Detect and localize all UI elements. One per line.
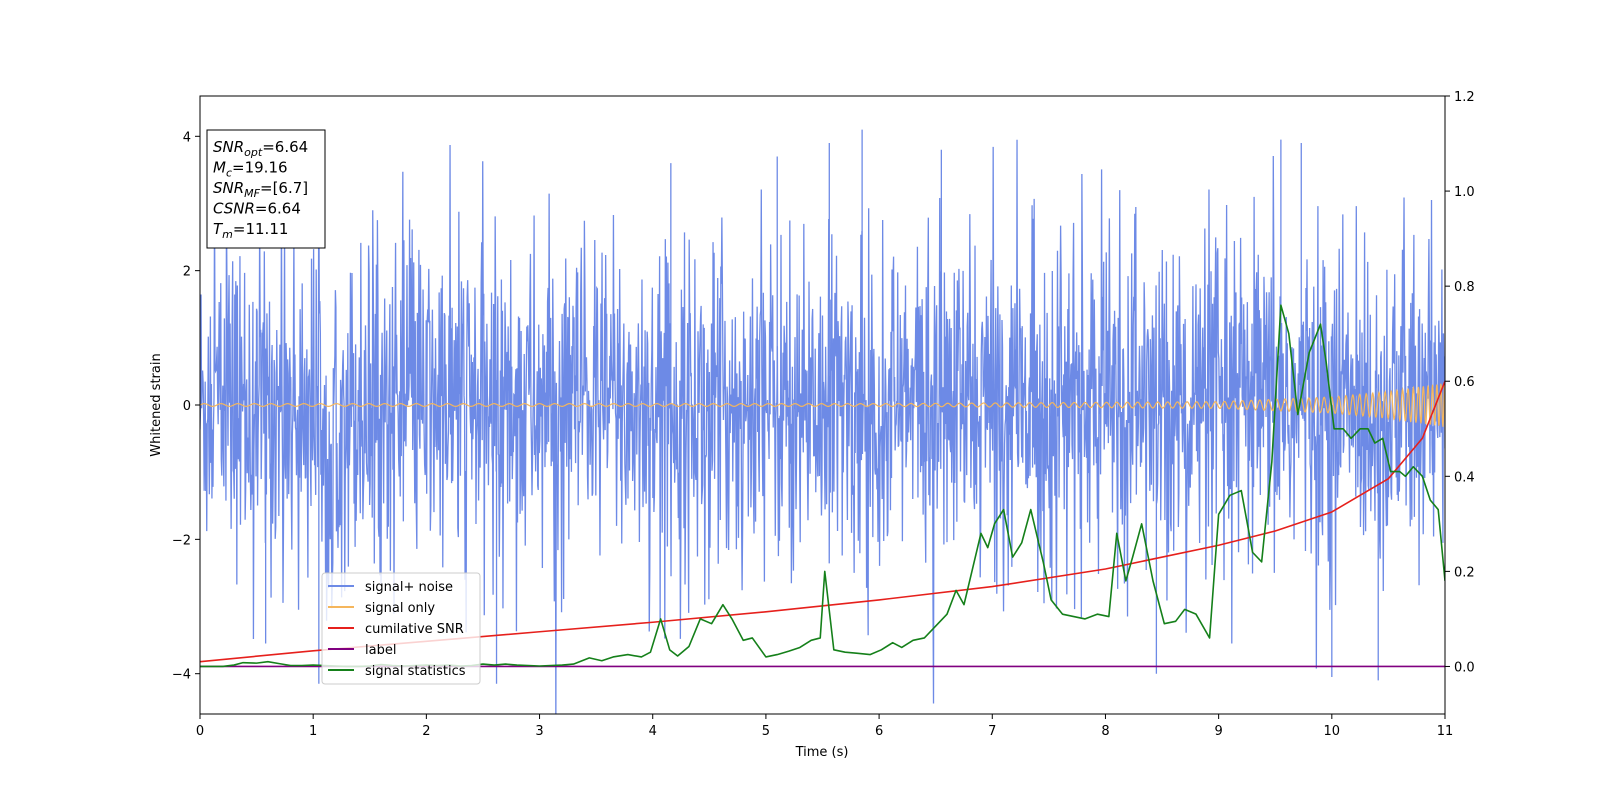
y-tick-label: 4 xyxy=(183,130,191,145)
legend-frame xyxy=(321,572,481,685)
x-tick-label: 4 xyxy=(649,724,657,739)
legend-label: signal statistics xyxy=(365,664,466,679)
ticks-layer: 0 1 2 3 4 5 6 7 8 9 10 11 4 2 0 −2 −4 1.2 1.0 0.8 0.6 0.4 0.2 0… xyxy=(172,90,1475,739)
x-tick-label: 9 xyxy=(1214,724,1222,739)
legend-label: signal only xyxy=(365,601,435,616)
y2-tick-label: 0.2 xyxy=(1454,565,1475,580)
legend-label: signal+ noise xyxy=(365,580,453,595)
info-line: Mc=19.16 xyxy=(213,159,288,180)
info-line: Tm=11.11 xyxy=(213,220,288,241)
x-tick-label: 0 xyxy=(196,724,204,739)
series-signal-noise xyxy=(200,139,1445,714)
y2-tick-label: 0.4 xyxy=(1454,470,1475,485)
series-signal-only xyxy=(200,383,1445,427)
legend-label: label xyxy=(365,643,396,658)
y2-tick-label: 0.0 xyxy=(1454,660,1475,675)
x-tick-label: 5 xyxy=(762,724,770,739)
legend-label: cumilative SNR xyxy=(365,622,464,637)
x-tick-label: 1 xyxy=(309,724,317,739)
y2-tick-label: 1.2 xyxy=(1454,90,1475,105)
y-tick-label: −2 xyxy=(172,533,191,548)
y2-tick-label: 0.8 xyxy=(1454,280,1475,295)
x-tick-label: 10 xyxy=(1324,724,1341,739)
y-tick-label: 2 xyxy=(183,265,191,280)
y-axis-label: Whitened strain xyxy=(149,353,164,456)
x-tick-label: 11 xyxy=(1437,724,1454,739)
info-box-frame xyxy=(206,129,326,249)
legend: signal+ noise signal only cumilative SNR la… xyxy=(321,572,481,685)
info-line: SNRopt=6.64 xyxy=(213,138,308,159)
y-tick-label: −4 xyxy=(172,668,191,683)
y-tick-label: 0 xyxy=(183,399,191,414)
x-tick-label: 6 xyxy=(875,724,883,739)
y2-tick-label: 0.6 xyxy=(1454,375,1475,390)
x-tick-label: 2 xyxy=(422,724,430,739)
x-tick-label: 8 xyxy=(1101,724,1109,739)
x-tick-label: 7 xyxy=(988,724,996,739)
x-tick-label: 3 xyxy=(535,724,543,739)
x-axis-label: Time (s) xyxy=(795,745,849,760)
y2-tick-label: 1.0 xyxy=(1454,185,1475,200)
info-line: CSNR=6.64 xyxy=(213,200,301,218)
info-line: SNRMF=[6.7] xyxy=(213,179,308,200)
